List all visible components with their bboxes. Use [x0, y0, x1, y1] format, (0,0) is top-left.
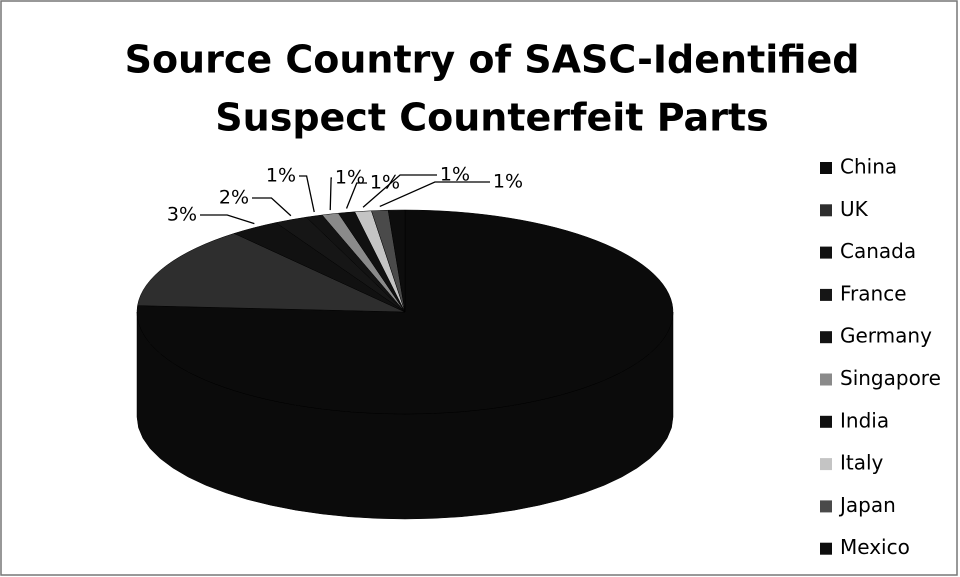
legend-label: France — [840, 281, 907, 305]
data-label: 1% — [266, 165, 296, 187]
leader-line — [379, 181, 490, 208]
legend-label: Singapore — [840, 366, 941, 390]
data-label: 2% — [219, 187, 249, 209]
legend-label: UK — [840, 197, 869, 221]
legend-swatch — [820, 288, 832, 301]
legend-label: Canada — [840, 239, 916, 263]
legend-swatch — [820, 331, 832, 344]
legend-swatch — [820, 246, 832, 259]
chart-title: Source Country of SASC-Identified — [125, 38, 860, 82]
data-label: 1% — [493, 171, 523, 193]
legend-label: Mexico — [840, 535, 910, 559]
data-label: 1% — [335, 167, 365, 189]
pie-slice — [137, 233, 406, 313]
leader-line — [299, 175, 315, 213]
legend-swatch — [820, 500, 832, 513]
leader-line — [362, 174, 437, 208]
data-label: 3% — [167, 204, 197, 226]
legend-swatch — [820, 373, 832, 386]
legend-label: Japan — [838, 493, 896, 517]
legend-swatch — [820, 204, 832, 217]
data-label: 1% — [370, 172, 400, 194]
pie-slice — [387, 209, 406, 313]
legend-swatch — [820, 162, 832, 174]
data-label: 1% — [440, 164, 470, 186]
legend-label: Germany — [840, 324, 932, 348]
leader-line — [252, 197, 292, 217]
legend-label: India — [840, 408, 889, 432]
legend-swatch — [820, 415, 832, 428]
leader-line — [329, 177, 332, 211]
leader-line — [200, 214, 255, 225]
legend-swatch — [820, 542, 832, 555]
legend-swatch — [820, 458, 832, 471]
leader-line — [345, 182, 367, 209]
legend-label: Italy — [840, 451, 884, 475]
legend-label: China — [840, 155, 897, 179]
chart-title: Suspect Counterfeit Parts — [215, 96, 768, 140]
